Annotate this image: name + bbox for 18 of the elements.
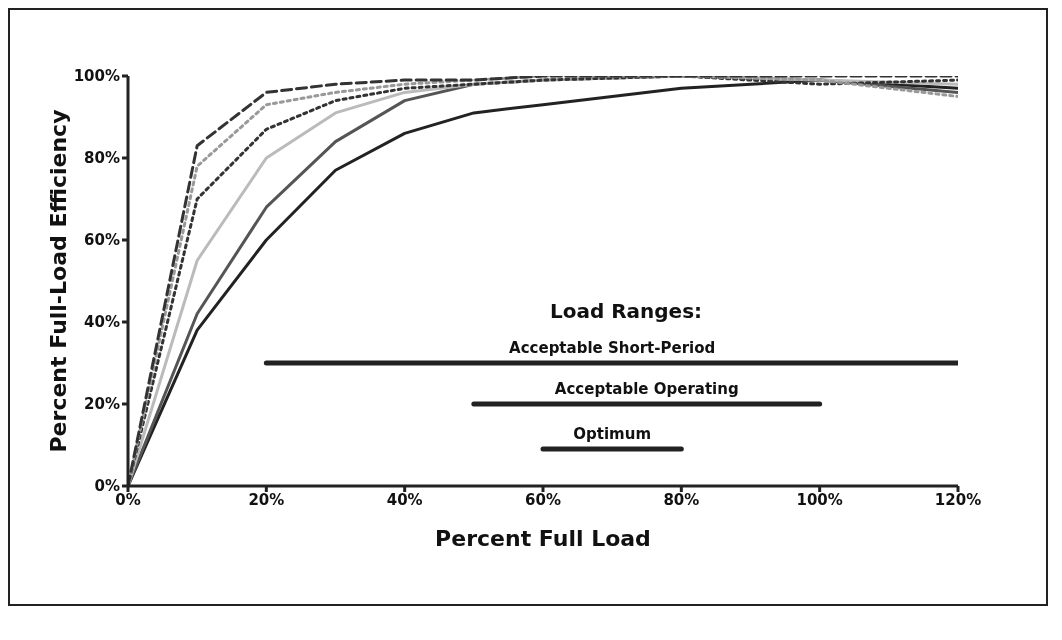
x-tick-label: 0% — [115, 490, 141, 509]
series-label: Acceptable Operating — [554, 380, 739, 398]
x-tick-label: 20% — [248, 490, 285, 509]
y-tick-label: 60% — [84, 231, 120, 250]
y-tick-label: 100% — [73, 67, 120, 86]
y-axis-title: Percent Full-Load Efficiency — [45, 109, 71, 453]
x-tick-label: 80% — [663, 490, 700, 509]
x-tick-label: 100% — [796, 490, 843, 509]
series-label: Acceptable Short-Period — [509, 339, 716, 357]
y-tick-label: 80% — [84, 149, 120, 168]
annotation: Load Ranges: — [549, 299, 703, 323]
series-label: Optimum — [573, 425, 652, 444]
y-tick-label: 20% — [84, 395, 120, 414]
x-axis-title: Percent Full Load — [435, 526, 651, 551]
x-tick-label: 120% — [934, 490, 982, 509]
x-tick-label: 40% — [386, 490, 423, 509]
x-tick-label: 60% — [525, 490, 561, 509]
y-tick-label: 40% — [84, 313, 120, 332]
